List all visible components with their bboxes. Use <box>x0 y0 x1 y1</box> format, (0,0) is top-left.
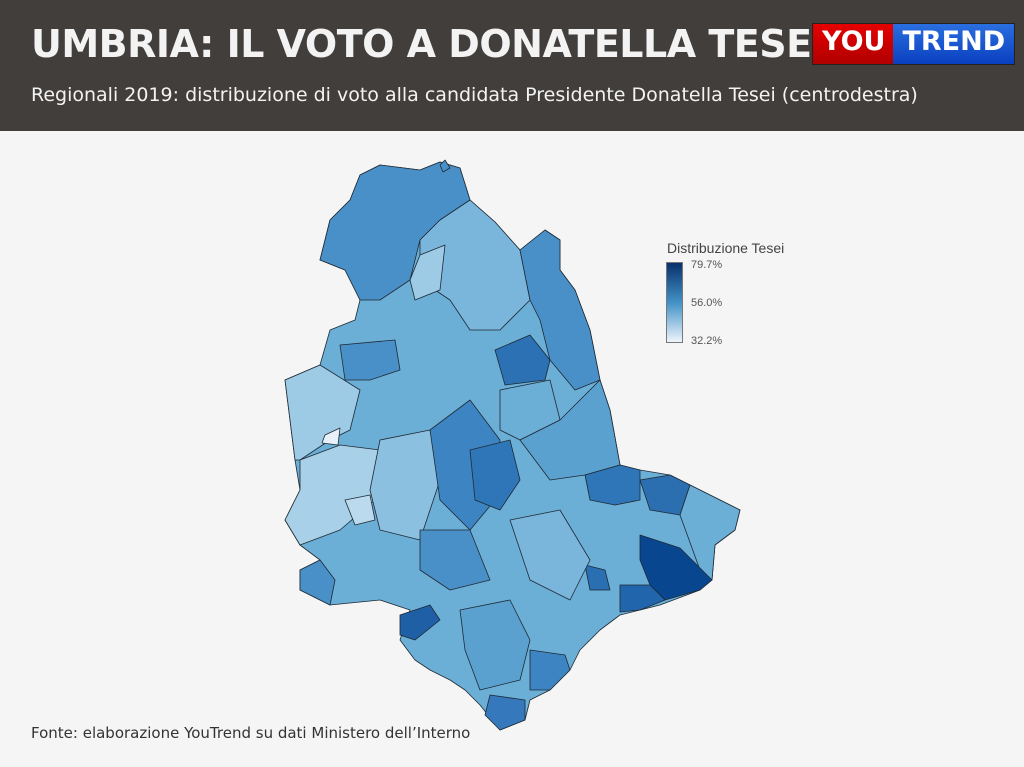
legend-mid-label: 56.0% <box>691 297 723 309</box>
municipality <box>299 559 336 606</box>
municipality <box>399 604 441 641</box>
legend-color-bar <box>666 262 683 343</box>
logo-you: YOU <box>813 24 894 64</box>
municipality <box>639 534 713 601</box>
municipality <box>619 584 666 613</box>
municipality <box>284 364 361 461</box>
municipality <box>494 334 551 386</box>
youtrend-logo: YOU TREND <box>813 24 1015 64</box>
municipality <box>321 427 341 446</box>
municipality <box>584 564 611 591</box>
municipality <box>484 694 526 731</box>
municipality <box>679 484 741 581</box>
municipality <box>584 464 641 506</box>
legend-min-label: 32.2% <box>691 335 723 347</box>
header-banner: UMBRIA: IL VOTO A DONATELLA TESEI Region… <box>0 0 1024 131</box>
municipality <box>344 494 376 526</box>
source-note: Fonte: elaborazione YouTrend su dati Min… <box>31 724 471 742</box>
municipality <box>319 161 471 301</box>
municipality <box>339 339 401 381</box>
municipality <box>439 159 451 173</box>
legend-max-label: 79.7% <box>691 259 723 271</box>
municipality <box>529 649 571 691</box>
municipality <box>419 529 491 591</box>
municipality <box>519 229 601 391</box>
page-subtitle: Regionali 2019: distribuzione di voto al… <box>31 84 918 106</box>
municipality <box>284 444 381 546</box>
logo-trend: TREND <box>893 24 1015 64</box>
legend-title: Distribuzione Tesei <box>667 240 785 256</box>
municipality <box>509 509 591 601</box>
municipality <box>519 379 621 481</box>
municipality <box>409 244 446 301</box>
page-title: UMBRIA: IL VOTO A DONATELLA TESEI <box>31 22 826 66</box>
municipality <box>469 439 521 511</box>
umbria-choropleth-map <box>284 159 741 731</box>
municipality <box>459 599 531 691</box>
